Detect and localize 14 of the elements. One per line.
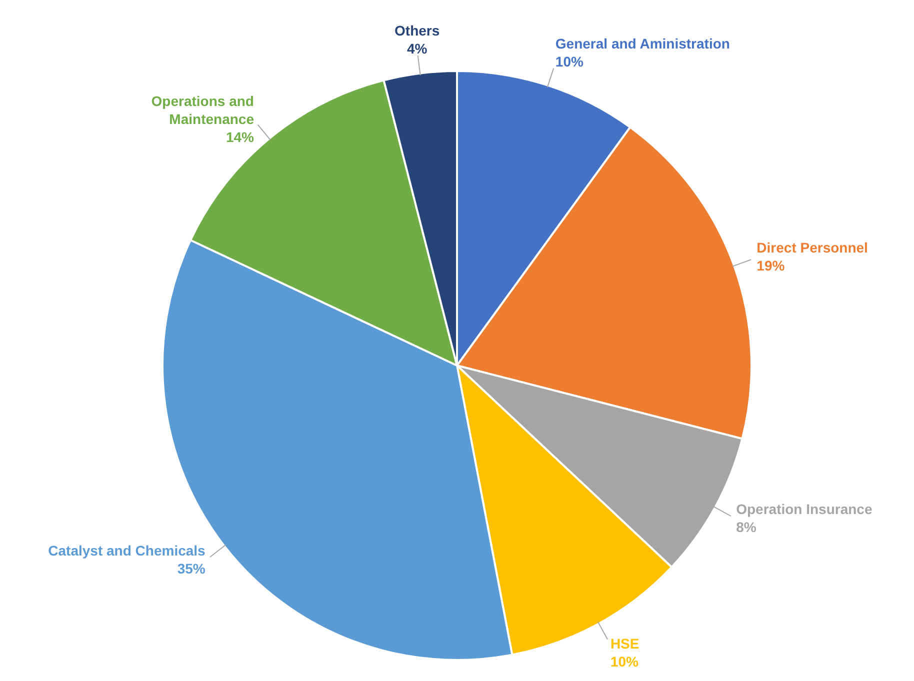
data-label: 10% [610,653,640,670]
slice-label: Operation Insurance [736,500,872,517]
slice-label: General and Aministration [555,35,730,52]
data-label: 35% [177,560,206,577]
slice-label: Direct Personnel [756,239,868,256]
slice-label: Catalyst and Chemicals [48,542,206,559]
data-label: 19% [756,257,786,274]
slice-label: HSE [610,635,640,652]
slice-label: Operations and Maintenance [151,92,254,127]
data-label: 10% [555,53,584,70]
data-label: 4% [406,40,428,56]
slice-label: Others [394,22,440,38]
data-label: 14% [226,128,255,145]
data-label: 8% [736,518,757,535]
